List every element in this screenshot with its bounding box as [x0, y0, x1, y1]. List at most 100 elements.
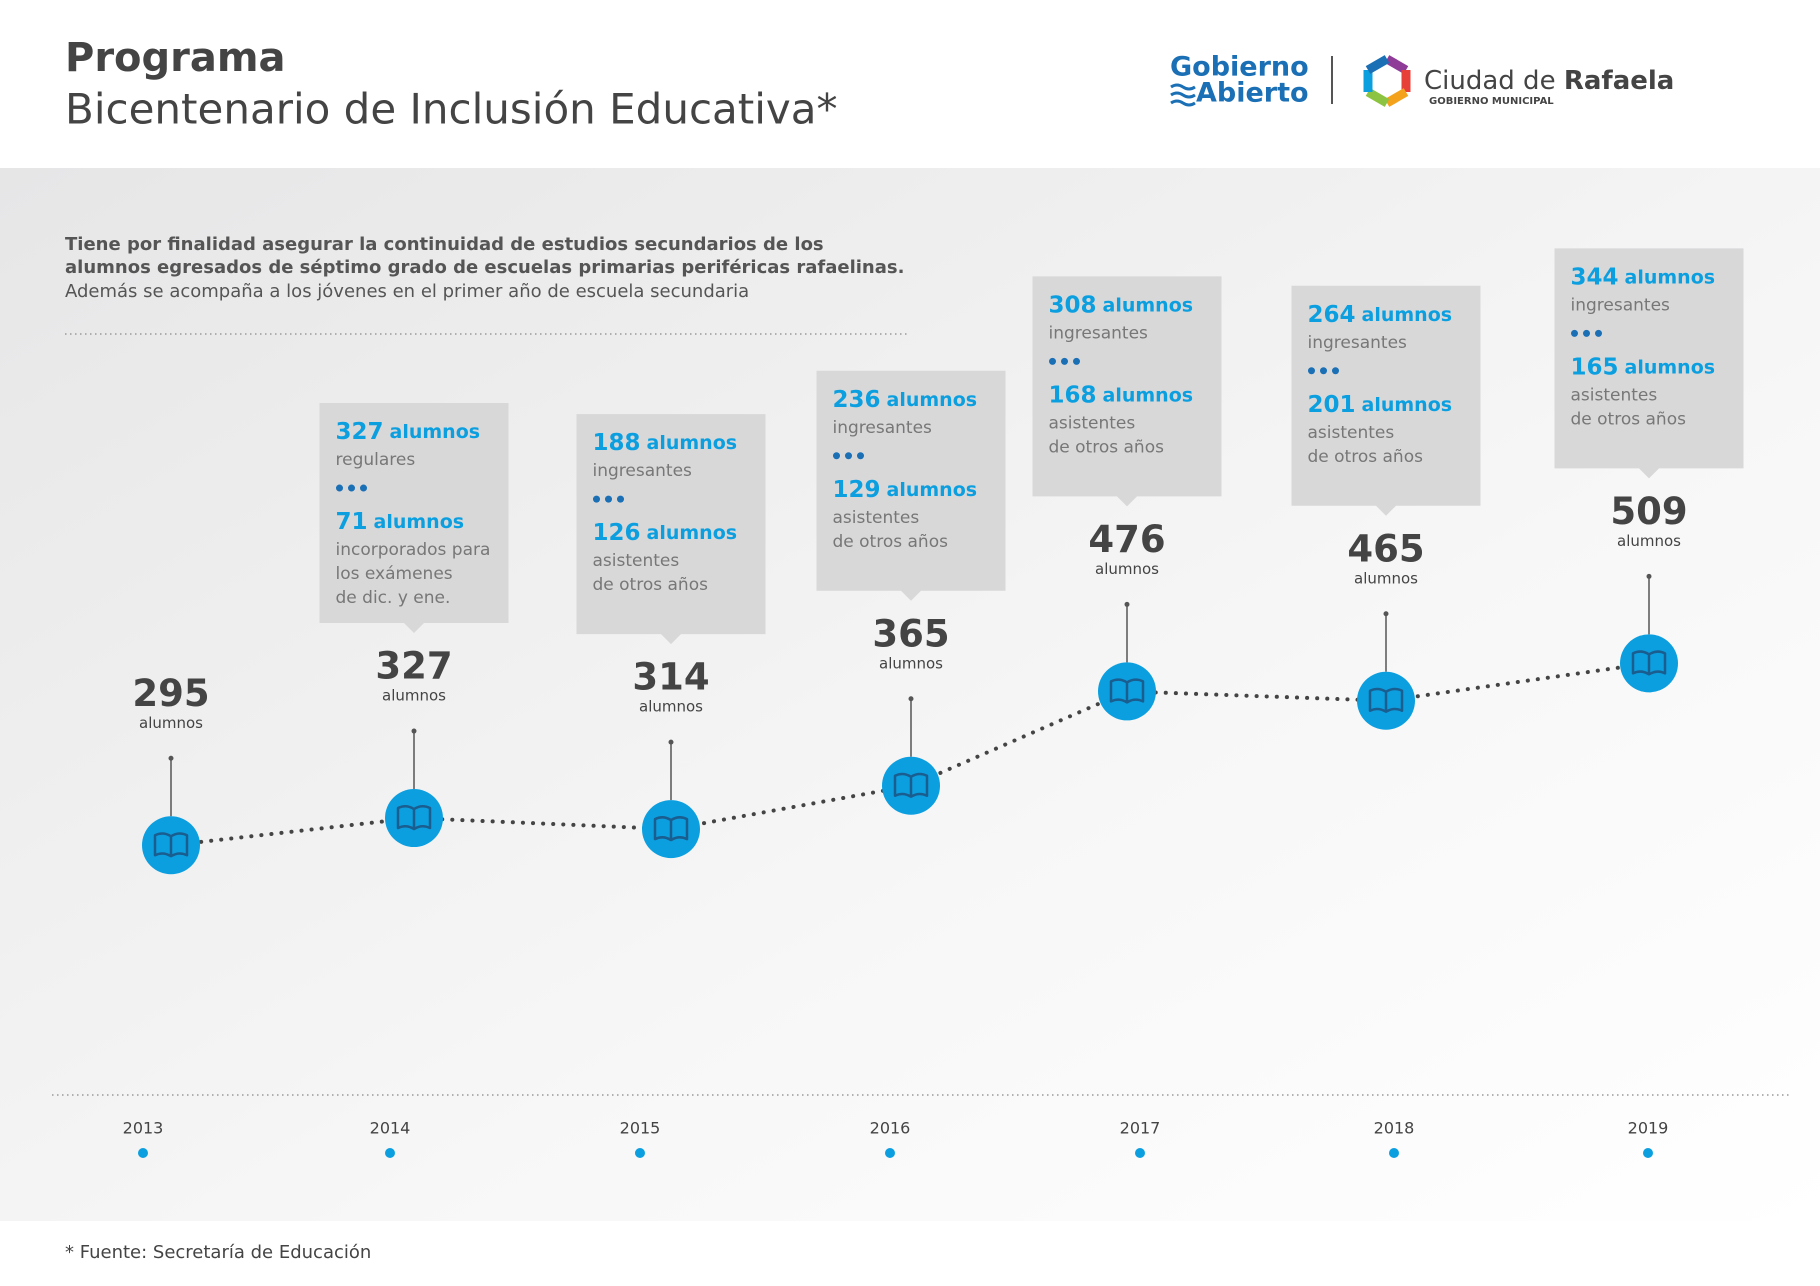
callout-dots: [1595, 329, 1602, 337]
intro-text: Además se acompaña a los jóvenes en el p…: [65, 281, 749, 302]
logo-name-bold: Rafaela: [1564, 66, 1675, 96]
callout-box: [576, 414, 766, 645]
callout-desc: de otros años: [833, 532, 949, 552]
callout-dots: [1332, 367, 1339, 375]
callout-box: [1032, 276, 1222, 507]
callout-desc: ingresantes: [1049, 323, 1149, 343]
callout-number: 344: [1571, 264, 1619, 290]
callout-dots: [593, 495, 600, 503]
stem-dot: [411, 728, 417, 734]
logo-text: Gobierno: [1170, 52, 1309, 83]
callout-number: 308: [1049, 292, 1097, 318]
value-label: 509: [1610, 490, 1687, 533]
callout-unit: alumnos: [1625, 266, 1716, 288]
callout-desc: asistentes: [1308, 423, 1395, 443]
book-icon: [396, 805, 432, 831]
book-icon: [1368, 687, 1404, 713]
x-tick-dot: [1135, 1148, 1145, 1158]
value-unit: alumnos: [139, 714, 203, 732]
callout-box: [816, 370, 1006, 601]
callout-desc: los exámenes: [336, 564, 453, 584]
callout-dots: [1073, 357, 1080, 365]
callout-value: 236 alumnos: [833, 386, 978, 412]
value-unit: alumnos: [639, 698, 703, 716]
callout-number: 129: [833, 476, 881, 502]
callout-unit: alumnos: [647, 522, 738, 544]
callout-desc: ingresantes: [833, 418, 933, 438]
callout-dots: [1583, 329, 1590, 337]
callout-number: 327: [336, 419, 384, 445]
subtitle: Bicentenario de Inclusión Educativa*: [65, 85, 838, 134]
callout-dots: [360, 484, 367, 492]
callout-desc: ingresantes: [593, 461, 693, 481]
x-tick-label: 2015: [620, 1119, 661, 1138]
logo-hexagon: [1363, 55, 1411, 107]
callout-value: 165 alumnos: [1571, 354, 1716, 380]
logo-name-regular: Ciudad de: [1424, 66, 1556, 96]
callout-value: 188 alumnos: [593, 430, 738, 456]
book-icon: [153, 832, 189, 858]
x-tick-label: 2013: [123, 1119, 164, 1138]
callout-desc: asistentes: [1571, 385, 1658, 405]
callout-unit: alumnos: [1103, 384, 1194, 406]
logo-text: Abierto: [1196, 78, 1309, 109]
callout-dots: [1571, 329, 1578, 337]
callout-value: 344 alumnos: [1571, 264, 1716, 290]
callout-desc: ingresantes: [1308, 333, 1408, 353]
callout-desc: de dic. y ene.: [336, 588, 451, 608]
callout-number: 236: [833, 386, 881, 412]
callout-value: 327 alumnos: [336, 419, 481, 445]
callout-dots: [617, 495, 624, 503]
callout-dots: [1049, 357, 1056, 365]
logo-name: Ciudad de Rafaela: [1424, 66, 1674, 96]
callout-box: [319, 403, 509, 634]
callout-desc: asistentes: [1049, 413, 1136, 433]
callout-unit: alumnos: [374, 511, 465, 533]
value-unit: alumnos: [879, 654, 943, 672]
callout-value: 201 alumnos: [1308, 391, 1453, 417]
book-icon: [1109, 678, 1145, 704]
callout-value: 126 alumnos: [593, 520, 738, 546]
value-label: 465: [1347, 527, 1424, 570]
x-tick-dot: [138, 1148, 148, 1158]
book-icon: [653, 816, 689, 842]
callout-unit: alumnos: [1362, 303, 1453, 325]
intro-bold: alumnos egresados de séptimo grado de es…: [65, 257, 904, 278]
x-tick-label: 2014: [370, 1119, 411, 1138]
value-label: 314: [632, 656, 709, 699]
callout-dots: [857, 452, 864, 460]
x-tick-label: 2019: [1628, 1119, 1669, 1138]
callout-desc: incorporados para: [336, 540, 491, 560]
callout-box: [1554, 248, 1744, 479]
x-tick-dot: [635, 1148, 645, 1158]
callout-unit: alumnos: [1625, 356, 1716, 378]
x-tick-dot: [1389, 1148, 1399, 1158]
value-unit: alumnos: [1095, 560, 1159, 578]
book-icon: [1631, 650, 1667, 676]
callout-value: 71 alumnos: [336, 509, 465, 535]
x-tick-label: 2018: [1374, 1119, 1415, 1138]
x-tick-dot: [885, 1148, 895, 1158]
title: Programa: [65, 35, 286, 81]
callout-number: 188: [593, 430, 641, 456]
callout-unit: alumnos: [647, 432, 738, 454]
value-unit: alumnos: [1354, 569, 1418, 587]
value-unit: alumnos: [382, 687, 446, 705]
value-label: 327: [375, 645, 452, 688]
callout-value: 129 alumnos: [833, 476, 978, 502]
callout-number: 126: [593, 520, 641, 546]
callout-unit: alumnos: [887, 478, 978, 500]
callout-value: 308 alumnos: [1049, 292, 1194, 318]
callout-desc: asistentes: [593, 551, 680, 571]
x-tick-dot: [1643, 1148, 1653, 1158]
callout-desc: de otros años: [1049, 437, 1165, 457]
callout-number: 71: [336, 509, 368, 535]
callout-dots: [336, 484, 343, 492]
value-label: 365: [872, 612, 949, 655]
logo-tagline: GOBIERNO MUNICIPAL: [1429, 96, 1554, 107]
callout-desc: ingresantes: [1571, 295, 1671, 315]
stem-dot: [908, 696, 914, 702]
callout-dots: [348, 484, 355, 492]
callout-box: [1291, 285, 1481, 516]
